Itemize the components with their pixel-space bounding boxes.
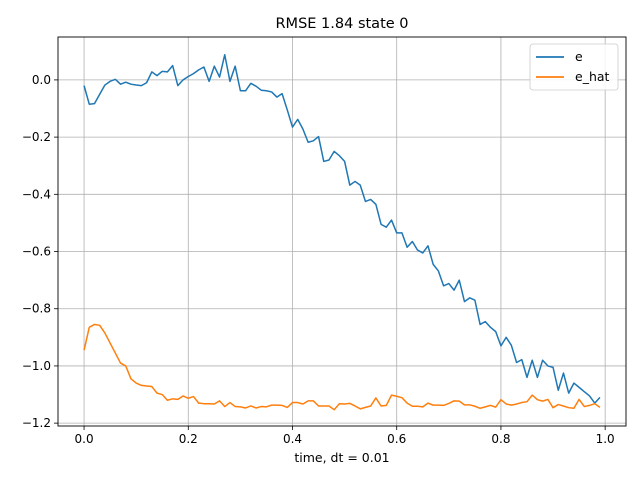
- x-tick-label: 0.8: [491, 432, 510, 446]
- y-tick-label: −0.2: [22, 130, 51, 144]
- x-axis-ticks: 0.0 0.2 0.4 0.6 0.8 1.0: [75, 426, 615, 446]
- y-tick-label: −0.6: [22, 245, 51, 259]
- legend-label-e-hat: e_hat: [575, 69, 610, 84]
- x-axis-label: time, dt = 0.01: [294, 450, 389, 465]
- legend: e e_hat: [529, 43, 619, 91]
- chart-title: RMSE 1.84 state 0: [275, 16, 408, 32]
- y-tick-label: −0.8: [22, 302, 51, 316]
- y-axis-ticks: 0.0 −0.2 −0.4 −0.6 −0.8 −1.0 −1.2: [22, 73, 58, 430]
- y-tick-label: −0.4: [22, 187, 51, 201]
- series-line-e-hat: [83, 323, 601, 411]
- x-tick-label: 0.0: [75, 432, 94, 446]
- y-tick-label: −1.2: [22, 416, 51, 430]
- x-tick-label: 0.6: [387, 432, 406, 446]
- x-tick-label: 1.0: [596, 432, 615, 446]
- legend-label-e: e: [575, 49, 583, 64]
- grid-lines: [58, 37, 626, 426]
- y-tick-label: 0.0: [32, 73, 51, 87]
- legend-box: [529, 43, 619, 91]
- series-line-e: [83, 53, 601, 404]
- y-tick-label: −1.0: [22, 359, 51, 373]
- axes-frame: [57, 36, 627, 427]
- plot-series: [83, 53, 601, 411]
- x-tick-label: 0.4: [283, 432, 302, 446]
- x-tick-label: 0.2: [179, 432, 198, 446]
